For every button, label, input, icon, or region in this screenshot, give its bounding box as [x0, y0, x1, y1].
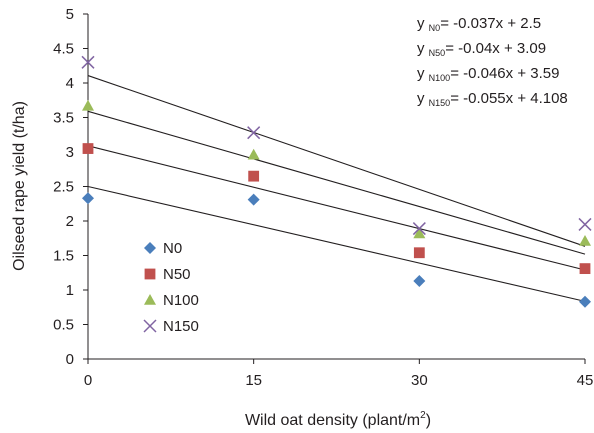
data-point-n0: [82, 192, 94, 205]
x-tick-label: 30: [411, 372, 428, 389]
y-axis-title: Oilseed rape yield (t/ha): [11, 101, 28, 271]
y-tick-label: 2: [66, 213, 74, 230]
y-tick-label: 1: [66, 282, 74, 299]
y-tick-label: 1.5: [53, 248, 74, 265]
data-point-n0: [413, 275, 426, 288]
equation-n100: y N100= -0.046x + 3.59: [417, 65, 559, 83]
data-point-n150: [412, 222, 426, 236]
data-point-n100: [82, 99, 94, 111]
equation-n150: y N150= -0.055x + 4.108: [417, 90, 568, 108]
y-tick-label: 0: [66, 351, 74, 368]
data-point-n150: [81, 55, 95, 69]
axes: 0 0.5 1 1.5 2 2.5 3 3.5 4 4.5 5 0 15 30 45: [53, 6, 593, 389]
legend-label-n100: N100: [163, 292, 199, 309]
x-tick-label: 45: [577, 372, 594, 389]
y-tick-label: 4: [66, 75, 74, 92]
x-axis-title: Wild oat density (plant/m2): [245, 410, 431, 429]
equation-n50: y N50= -0.04x + 3.09: [417, 40, 546, 58]
legend-marker-n100: [144, 294, 156, 305]
data-point-n50: [413, 247, 425, 259]
y-tick-label: 3.5: [53, 110, 74, 127]
y-tick-label: 5: [66, 6, 74, 23]
trend-lines: [87, 75, 586, 302]
y-tick-label: 4.5: [53, 41, 74, 58]
legend: N0 N50 N100 N150: [143, 240, 199, 335]
legend-label-n50: N50: [163, 266, 191, 283]
data-point-n150: [247, 126, 261, 140]
trend-line-n0: [87, 185, 586, 302]
equation-n0: y N0= -0.037x + 2.5: [417, 15, 541, 33]
legend-marker-n50: [144, 268, 156, 280]
y-tick-label: 2.5: [53, 179, 74, 196]
data-point-n100: [579, 235, 591, 246]
data-points: [81, 55, 592, 308]
x-tick-label: 0: [84, 372, 92, 389]
data-point-n50: [579, 263, 591, 275]
data-point-n0: [247, 193, 260, 206]
legend-label-n150: N150: [163, 318, 199, 335]
data-point-n150: [578, 217, 592, 231]
data-point-n100: [413, 227, 426, 239]
y-tick-label: 3: [66, 144, 74, 161]
legend-marker-n0: [144, 242, 156, 254]
legend-marker-n150: [143, 319, 157, 333]
trend-line-n100: [87, 110, 586, 255]
trend-line-n50: [87, 145, 586, 271]
data-point-n50: [248, 170, 260, 182]
trend-line-n150: [87, 75, 586, 247]
data-point-n50: [82, 143, 94, 154]
x-tick-label: 15: [245, 372, 262, 389]
y-tick-label: 0.5: [53, 317, 74, 334]
data-point-n0: [579, 295, 591, 308]
data-point-n100: [247, 148, 260, 160]
legend-label-n0: N0: [163, 240, 182, 257]
regression-equations: y N0= -0.037x + 2.5 y N50= -0.04x + 3.09 y…: [417, 15, 568, 108]
